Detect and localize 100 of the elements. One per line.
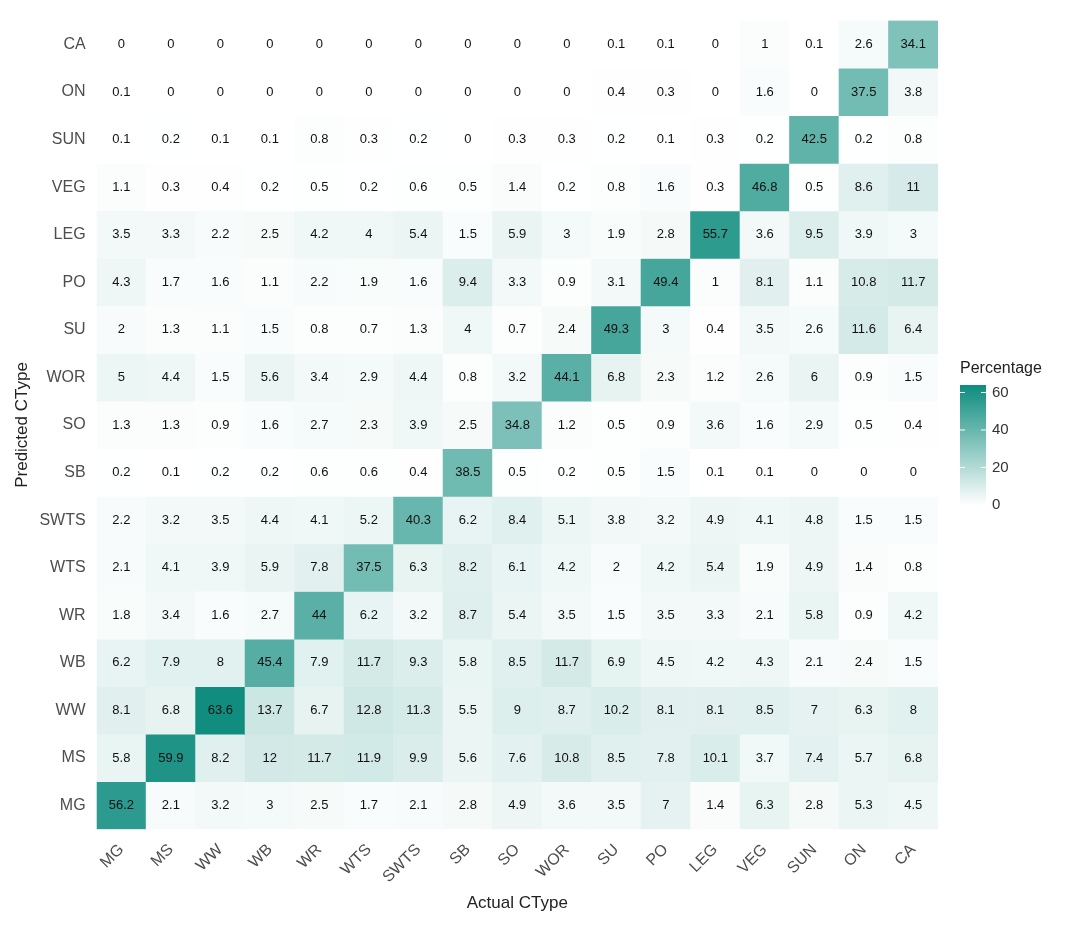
data-label: 1.3 — [409, 321, 428, 337]
data-label: 0 — [266, 83, 274, 99]
data-label: 2.8 — [656, 226, 675, 242]
data-label: 1.5 — [260, 321, 279, 337]
data-label: 10.8 — [554, 749, 580, 765]
data-label: 3.5 — [656, 606, 675, 622]
data-label: 5 — [117, 368, 125, 384]
data-label: 0.8 — [310, 321, 329, 337]
data-label: 0 — [167, 83, 175, 99]
data-label: 0.8 — [904, 559, 923, 575]
data-label: 0.2 — [161, 131, 180, 147]
data-label: 1.1 — [112, 178, 131, 194]
data-label: 9.3 — [409, 654, 428, 670]
data-label: 1.9 — [607, 226, 626, 242]
data-label: 11.7 — [554, 654, 579, 670]
data-label: 6.8 — [904, 749, 923, 765]
data-label: 1.2 — [706, 368, 725, 384]
data-label: 4.2 — [904, 606, 923, 622]
data-label: 0 — [365, 35, 373, 51]
data-label: 0.2 — [211, 464, 230, 480]
data-label: 0.2 — [854, 131, 873, 147]
data-label: 0.3 — [656, 83, 675, 99]
data-label: 5.9 — [260, 559, 279, 575]
data-label: 0.1 — [161, 464, 180, 480]
y-tick-label: WOR — [46, 367, 86, 385]
data-label: 3.1 — [607, 273, 626, 289]
data-label: 5.7 — [854, 749, 873, 765]
data-label: 59.9 — [158, 749, 184, 765]
data-label: 6.8 — [161, 701, 180, 717]
data-label: 0.1 — [805, 35, 824, 51]
data-label: 0.3 — [161, 178, 180, 194]
data-label: 0.4 — [607, 83, 626, 99]
data-label: 5.4 — [706, 559, 725, 575]
data-label: 11.7 — [356, 654, 381, 670]
data-label: 1.6 — [656, 178, 675, 194]
data-label: 5.8 — [112, 749, 131, 765]
data-label: 0.2 — [607, 131, 626, 147]
data-label: 11 — [906, 178, 920, 194]
data-label: 49.3 — [603, 321, 629, 337]
data-label: 1.4 — [508, 178, 527, 194]
data-label: 8.5 — [607, 749, 626, 765]
data-label: 3.9 — [211, 559, 230, 575]
data-label: 2.5 — [310, 797, 329, 813]
data-label: 0.8 — [458, 368, 477, 384]
data-label: 6.3 — [854, 701, 873, 717]
data-label: 0.9 — [557, 273, 576, 289]
data-label: 8.7 — [458, 606, 477, 622]
data-label: 37.5 — [851, 83, 877, 99]
data-label: 0.6 — [409, 178, 428, 194]
data-label: 3.4 — [310, 368, 329, 384]
data-label: 5.4 — [508, 606, 527, 622]
data-label: 1.7 — [161, 273, 180, 289]
data-label: 3.2 — [211, 797, 230, 813]
data-label: 2 — [612, 559, 620, 575]
data-label: 4.1 — [755, 511, 774, 527]
data-label: 7 — [662, 797, 670, 813]
data-label: 8.5 — [508, 654, 527, 670]
data-label: 3.2 — [161, 511, 180, 527]
data-label: 3.3 — [508, 273, 527, 289]
data-label: 0 — [414, 83, 422, 99]
data-label: 4.1 — [310, 511, 329, 527]
data-label: 0.5 — [805, 178, 824, 194]
x-tick-label: WB — [244, 840, 276, 871]
data-label: 0.1 — [260, 131, 279, 147]
data-label: 3.4 — [161, 606, 180, 622]
data-label: 1.6 — [409, 273, 428, 289]
data-label: 0.2 — [260, 178, 279, 194]
data-label: 9.4 — [458, 273, 477, 289]
data-label: 6.4 — [904, 321, 923, 337]
data-label: 0 — [513, 35, 521, 51]
data-label: 11.9 — [356, 749, 381, 765]
data-label: 1.3 — [112, 416, 131, 432]
data-label: 0.1 — [607, 35, 626, 51]
data-label: 3.5 — [607, 797, 626, 813]
data-label: 0.2 — [409, 131, 428, 147]
data-label: 6.9 — [607, 654, 626, 670]
x-tick-label: MG — [96, 840, 127, 871]
data-label: 0.6 — [310, 464, 329, 480]
y-tick-label: SB — [64, 462, 86, 480]
data-label: 4 — [464, 321, 472, 337]
data-label: 8.4 — [508, 511, 527, 527]
data-label: 2.1 — [112, 559, 131, 575]
data-label: 2.3 — [656, 368, 675, 384]
y-tick-label: SU — [63, 320, 86, 338]
data-label: 1.4 — [854, 559, 873, 575]
data-label: 8.2 — [458, 559, 477, 575]
data-label: 0 — [216, 35, 224, 51]
data-label: 44 — [312, 606, 327, 622]
data-label: 0 — [216, 83, 224, 99]
x-tick-label: WW — [192, 839, 227, 874]
data-label: 7 — [810, 701, 818, 717]
data-label: 8.5 — [755, 701, 774, 717]
data-label: 4.1 — [161, 559, 180, 575]
data-label: 0 — [711, 35, 719, 51]
data-label: 0.1 — [112, 83, 131, 99]
data-label: 1.3 — [161, 416, 180, 432]
x-tick-label: MS — [147, 840, 177, 870]
data-label: 2.1 — [409, 797, 428, 813]
data-label: 4.5 — [656, 654, 675, 670]
data-label: 0 — [315, 35, 323, 51]
